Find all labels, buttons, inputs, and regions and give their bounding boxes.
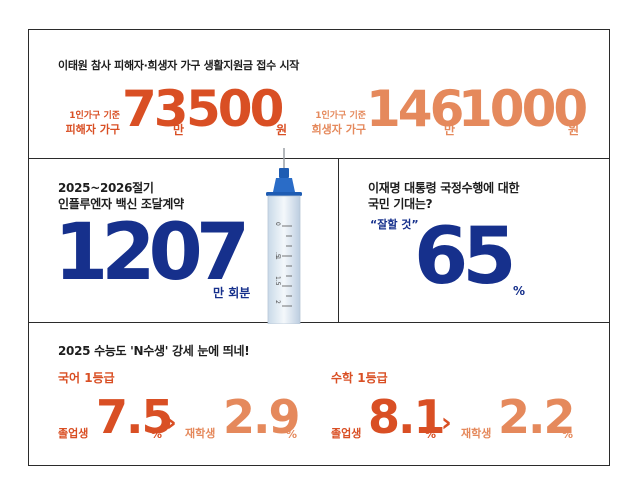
syringe-mark-0: 0 <box>274 222 281 226</box>
expectation-quote: “잘할 것” <box>370 218 419 231</box>
section4-title: 2025 수능도 'N수생' 강세 눈에 띄네! <box>58 344 250 358</box>
deceased-small-label: 1인가구 기준 <box>315 111 366 121</box>
divider-2 <box>29 322 609 323</box>
syringe-icon <box>266 148 302 324</box>
section3-title-line2: 국민 기대는? <box>368 197 433 211</box>
korean-label: 국어 1등급 <box>58 371 115 385</box>
victim-label: 피해자 가구 <box>65 123 120 136</box>
victim-number-1: 73 <box>122 80 189 138</box>
vaccine-number: 1207 <box>54 208 250 298</box>
korean-student-value: 2.9 <box>223 390 300 444</box>
math-chevron-icon: › <box>441 408 452 438</box>
math-student-value: 2.2 <box>498 390 575 444</box>
syringe-mark-2: 2 <box>274 300 281 304</box>
syringe-mark-1: 1 <box>274 256 281 260</box>
math-grad-value: 8.1 <box>368 390 445 444</box>
victim-small-label: 1인가구 기준 <box>69 111 120 121</box>
korean-student-unit: % <box>286 428 298 441</box>
math-student-unit: % <box>562 428 574 441</box>
math-grad-unit: % <box>425 428 437 441</box>
victim-unit-2: 원 <box>276 123 288 137</box>
deceased-number-1: 146 <box>366 80 464 138</box>
section3-title-line1: 이재명 대통령 국정수행에 대한 <box>368 181 520 195</box>
expectation-unit: % <box>513 284 526 298</box>
syringe-mark-15: 1.5 <box>274 276 281 286</box>
math-grad-label: 졸업생 <box>331 427 362 440</box>
korean-grad-unit: % <box>151 428 163 441</box>
victim-number-2: 500 <box>186 80 284 138</box>
korean-chevron-icon: › <box>166 408 177 438</box>
deceased-label: 희생자 가구 <box>311 123 366 136</box>
section2-title-line1: 2025~2026절기 <box>58 181 154 195</box>
divider-1 <box>29 158 609 159</box>
section2-title-line2: 인플루엔자 백신 조달계약 <box>58 197 184 211</box>
korean-grad-value: 7.5 <box>96 390 173 444</box>
math-label: 수학 1등급 <box>331 371 388 385</box>
korean-grad-label: 졸업생 <box>58 427 89 440</box>
deceased-unit-2: 원 <box>568 123 580 137</box>
korean-student-label: 재학생 <box>185 427 216 440</box>
victim-unit-1: 만 <box>173 123 185 137</box>
section1-title: 이태원 참사 피해자·희생자 가구 생활지원금 접수 시작 <box>58 59 300 72</box>
expectation-number: 65 <box>414 212 517 302</box>
deceased-unit-1: 만 <box>444 123 456 137</box>
vaccine-unit: 만 회분 <box>213 286 251 300</box>
infographic-frame <box>28 29 610 466</box>
deceased-number-2: 1000 <box>458 80 588 138</box>
math-student-label: 재학생 <box>461 427 492 440</box>
divider-vertical <box>338 158 339 322</box>
